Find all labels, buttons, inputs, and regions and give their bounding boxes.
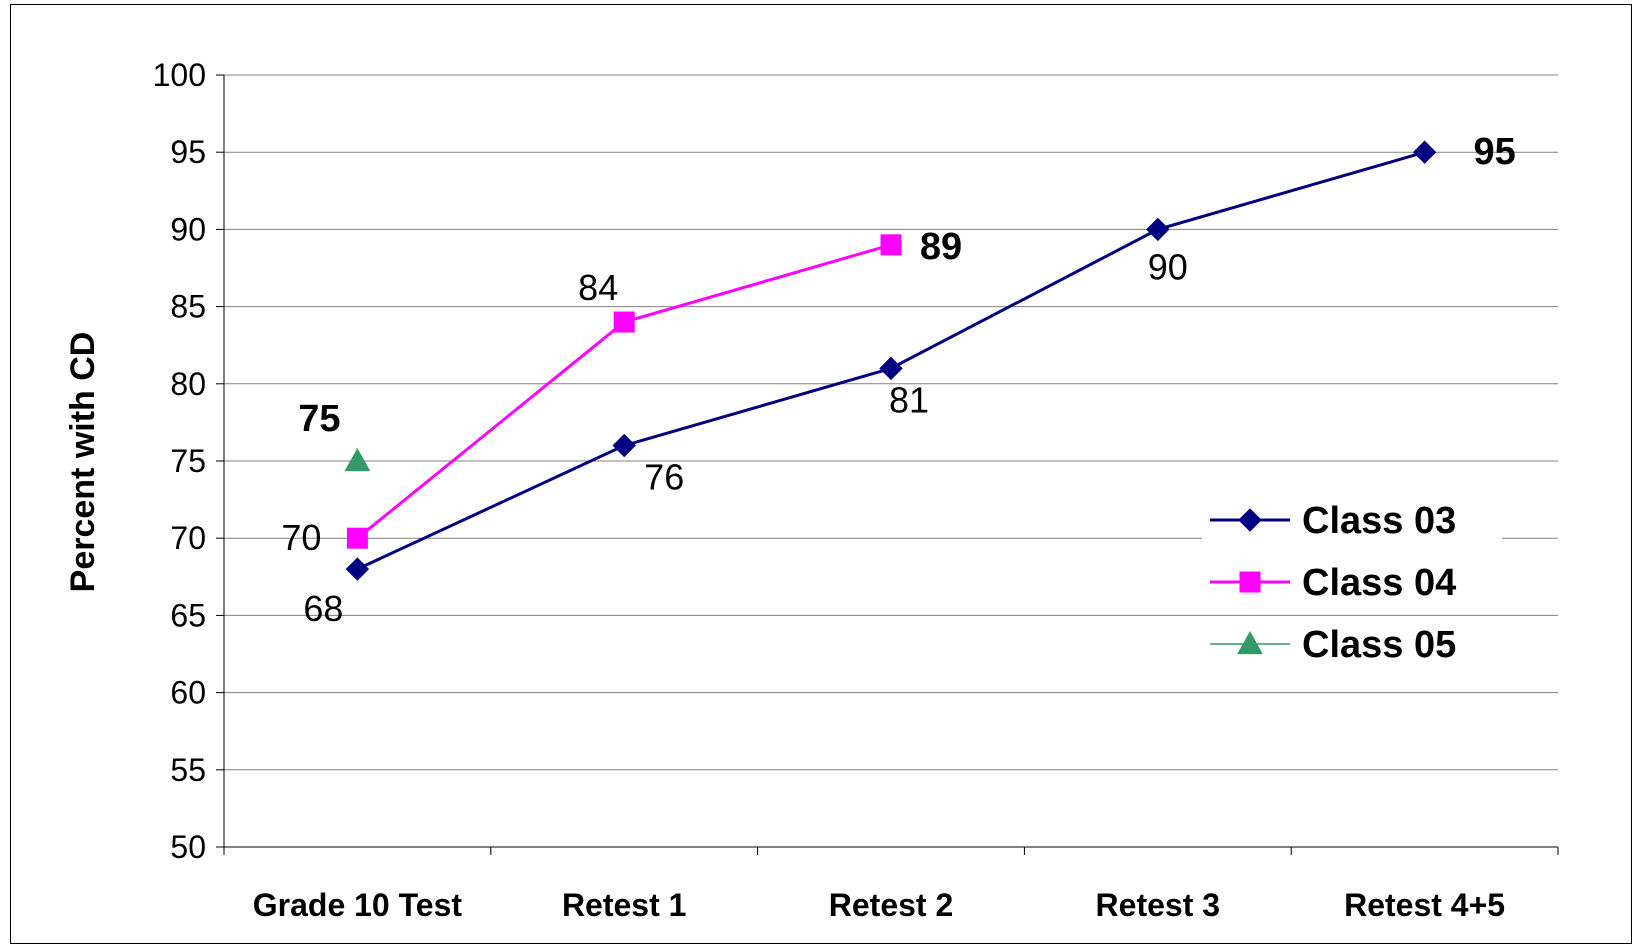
legend-marker [1237,630,1263,655]
y-tick-label: 70 [170,520,206,556]
data-label: 70 [281,517,321,558]
y-axis-label: Percent with CD [64,332,102,593]
legend-marker [1239,571,1261,593]
y-tick-label: 90 [170,211,206,247]
legend-item-class-05: Class 05 [1202,618,1502,670]
data-label: 68 [303,588,343,629]
data-label: 95 [1473,131,1515,173]
grid-lines [224,74,1558,771]
axes: 50 55 60 65 70 75 80 85 90 95 100 Grade 10 Test Rete… [153,57,1559,923]
legend-marker [1238,508,1262,532]
legend-label: Class 05 [1302,624,1456,666]
chart-frame [10,4,1632,944]
y-tick-label: 80 [170,366,206,402]
data-label: 89 [920,226,962,268]
y-tick-label: 100 [153,57,206,93]
data-point [612,433,636,458]
legend-label: Class 03 [1302,500,1456,542]
legend: Class 03 Class 04 Class 05 [1202,494,1502,670]
data-point [1146,217,1170,242]
y-tick-label: 85 [170,289,206,325]
data-label: 90 [1148,246,1188,287]
y-tick-label: 60 [170,675,206,711]
data-point [879,356,903,381]
x-tick-label: Retest 4+5 [1344,887,1505,923]
data-label: 76 [644,457,684,498]
data-point [344,447,371,472]
data-label: 81 [889,379,929,420]
data-point [880,234,902,256]
y-tick-label: 55 [170,752,206,788]
series-lines [344,140,1437,581]
data-label: 84 [578,267,618,308]
y-tick-label: 50 [170,829,206,865]
data-point [345,557,370,581]
data-point [346,527,368,549]
y-tick-label: 65 [170,597,206,633]
x-tick-label: Grade 10 Test [253,887,463,923]
legend-label: Class 04 [1302,562,1456,604]
y-tick-label: 75 [170,443,206,479]
series-class-03 [345,140,1437,581]
data-label: 75 [298,398,340,440]
legend-item-class-04: Class 04 [1202,556,1502,608]
legend-item-class-03: Class 03 [1202,494,1502,546]
x-tick-label: Retest 2 [829,887,954,923]
data-labels: 68 76 81 90 95 70 84 89 75 [281,131,1515,629]
x-tick-label: Retest 3 [1096,887,1221,923]
data-point [613,311,635,333]
series-class-04 [346,234,902,549]
y-tick-label: 95 [170,134,206,170]
series-class-05 [344,447,371,472]
data-point [1412,140,1437,164]
x-tick-label: Retest 1 [562,887,687,923]
